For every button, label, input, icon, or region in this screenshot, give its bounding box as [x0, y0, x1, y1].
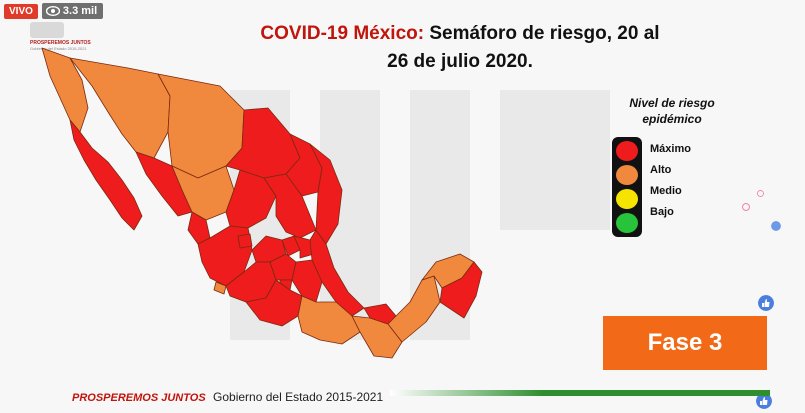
footer: PROSPEREMOS JUNTOS Gobierno del Estado 2…: [72, 390, 383, 404]
lamp-low: [616, 213, 638, 233]
legend-label-medium: Medio: [650, 185, 682, 197]
eye-icon: [45, 6, 60, 16]
love-reaction-icon-2[interactable]: [757, 190, 764, 197]
viewer-count: 3.3 mil: [41, 3, 104, 19]
title-line2: 26 de julio 2020.: [387, 51, 533, 72]
love-reaction-icon[interactable]: [742, 203, 750, 211]
footer-government: Gobierno del Estado 2015-2021: [213, 390, 384, 404]
lamp-medium: [616, 189, 638, 209]
traffic-light-icon: [612, 137, 642, 237]
page-title: COVID-19 México: Semáforo de riesgo, 20 …: [200, 20, 720, 76]
state-aguascalientes: [237, 233, 253, 249]
logo-line1: PROSPEREMOS JUNTOS: [30, 40, 91, 46]
live-badge: VIVO 3.3 mil: [4, 3, 104, 19]
live-label: VIVO: [4, 3, 38, 19]
phase-badge: Fase 3: [603, 316, 767, 370]
lamp-high: [616, 165, 638, 185]
like-reaction-icon[interactable]: [758, 295, 774, 311]
state-campeche: [387, 275, 441, 343]
state-colima: [213, 281, 227, 295]
legend-label-low: Bajo: [650, 206, 674, 218]
like-reaction-icon-3[interactable]: [756, 393, 772, 409]
risk-legend: Nivel de riesgo epidémico Máximo Alto Me…: [612, 95, 742, 237]
lamp-max: [616, 141, 638, 161]
logo-mark: [30, 22, 64, 38]
state-baja-california-sur: [69, 119, 143, 231]
viewer-count-text: 3.3 mil: [62, 5, 98, 17]
like-reaction-icon-2[interactable]: [771, 221, 781, 231]
title-rest: Semáforo de riesgo, 20 al: [424, 23, 660, 44]
footer-brand: PROSPEREMOS JUNTOS: [72, 392, 206, 404]
legend-title: Nivel de riesgo epidémico: [612, 95, 732, 127]
legend-label-max: Máximo: [650, 143, 691, 155]
logo-line2: Gobierno del Estado 2015-2021: [30, 46, 87, 51]
legend-label-high: Alto: [650, 164, 672, 176]
state-hidalgo: [293, 235, 315, 259]
title-prefix: COVID-19 México:: [260, 23, 425, 44]
mexico-risk-map: [41, 47, 483, 359]
legend-title-line1: Nivel de riesgo: [629, 96, 715, 110]
footer-stripe: [390, 390, 770, 396]
legend-title-line2: epidémico: [642, 112, 702, 126]
state-quintana-roo: [439, 261, 483, 319]
government-logo: PROSPEREMOS JUNTOS Gobierno del Estado 2…: [30, 22, 100, 51]
